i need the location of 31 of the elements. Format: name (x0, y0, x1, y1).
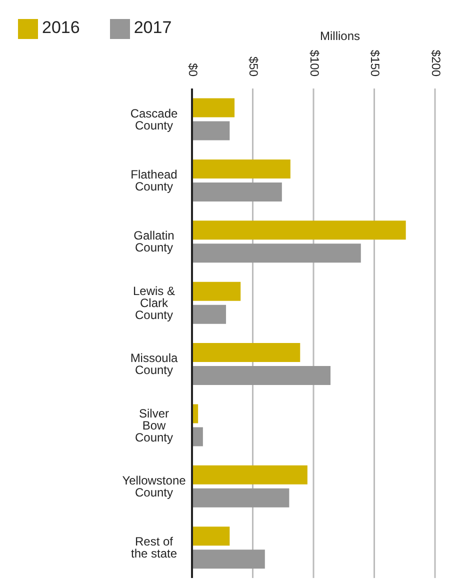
x-tick-label: $150 (368, 50, 382, 77)
y-tick-label: Rest of the state (130, 534, 178, 561)
x-tick-label: $50 (246, 56, 261, 77)
bar (192, 550, 265, 569)
bar (192, 220, 406, 240)
bar (192, 282, 241, 301)
bar (192, 304, 226, 324)
y-tick-label: Lewis & Clark County (132, 284, 176, 322)
bar (192, 182, 282, 202)
bar (192, 121, 230, 140)
y-tick-label: Silver Bow County (134, 406, 174, 444)
x-tick-label: $100 (307, 50, 322, 77)
y-tick-label: Cascade County (130, 106, 178, 132)
legend-label: 2017 (134, 18, 172, 37)
y-tick-label: Missoula County (130, 351, 178, 378)
bar (192, 488, 290, 508)
bar (192, 526, 230, 546)
x-tick-label: $200 (428, 50, 443, 77)
bar (192, 366, 331, 386)
x-axis-title: Millions (320, 29, 360, 44)
y-tick-label: Flathead County (130, 168, 178, 194)
bar (192, 465, 308, 484)
bar (192, 98, 235, 118)
legend-label: 2016 (42, 18, 80, 37)
x-tick-label: $0 (186, 63, 200, 77)
y-tick-label: Gallatin County (134, 228, 174, 255)
bar (192, 244, 361, 263)
bar (192, 159, 290, 178)
bar (192, 427, 203, 446)
bar (192, 343, 300, 362)
y-tick-label: Yellowstone County (122, 473, 186, 500)
